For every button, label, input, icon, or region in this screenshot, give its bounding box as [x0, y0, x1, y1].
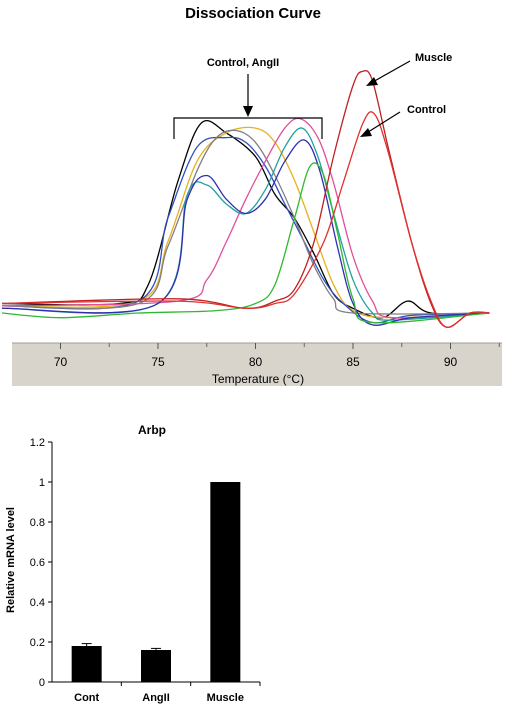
y-tick-label: 0.4 — [30, 597, 45, 609]
dissociation-chart: Dissociation Curve Control, AngII Muscle… — [1, 5, 502, 386]
curve-series-4 — [1, 129, 490, 315]
muscle-arrow — [370, 60, 411, 84]
x-axis-ticks: 70 75 80 85 90 — [54, 343, 500, 369]
bar-cont — [71, 646, 102, 682]
y-tick-label: 0.2 — [30, 637, 45, 649]
curve-series-10 — [1, 111, 490, 328]
y-tick-label: 1.2 — [30, 437, 45, 449]
y-axis-label: Relative mRNA level — [5, 507, 17, 613]
arbp-bar-chart: Arbp Relative mRNA level 0 0.2 0.4 0.6 0.8 1 1… — [5, 423, 261, 704]
x-tick-label-90: 90 — [444, 355, 458, 369]
category-label-angii: AngII — [142, 692, 170, 704]
x-tick-label-70: 70 — [54, 355, 68, 369]
muscle-arrow-head — [366, 77, 378, 86]
y-tick-label: 0 — [39, 677, 45, 689]
muscle-label: Muscle — [415, 52, 452, 64]
x-tick-label-85: 85 — [346, 355, 360, 369]
y-tick-label: 1 — [39, 477, 45, 489]
y-tick-label: 0.8 — [30, 517, 45, 529]
control-arrow — [364, 111, 401, 135]
x-tick-label-80: 80 — [249, 355, 263, 369]
bracket — [173, 117, 323, 139]
y-tick-label: 0.6 — [30, 557, 45, 569]
curve-series-8 — [1, 162, 490, 324]
bar-plot-area: 0 0.2 0.4 0.6 0.8 1 1.2 Cont AngII Muscle — [30, 437, 261, 704]
dissociation-curves — [1, 69, 490, 328]
bar-angii — [141, 650, 171, 682]
curve-series-5 — [1, 117, 490, 319]
curve-series-7 — [1, 139, 490, 326]
bracket-arrow-head — [243, 106, 253, 117]
dissociation-title: Dissociation Curve — [185, 5, 321, 22]
category-label-muscle: Muscle — [207, 692, 244, 704]
x-tick-label-75: 75 — [151, 355, 165, 369]
curve-series-3 — [1, 136, 490, 324]
category-label-cont: Cont — [74, 692, 99, 704]
control-arrow-head — [360, 128, 372, 137]
bar-muscle — [210, 482, 241, 682]
x-axis-label: Temperature (°C) — [212, 372, 304, 386]
bracket-label: Control, AngII — [207, 57, 279, 69]
x-axis-band — [12, 343, 502, 386]
curve-series-1 — [1, 119, 490, 319]
curve-series-6 — [1, 127, 490, 321]
bar-chart-title: Arbp — [138, 423, 166, 437]
control-label: Control — [407, 104, 446, 116]
curve-series-2 — [1, 126, 490, 319]
